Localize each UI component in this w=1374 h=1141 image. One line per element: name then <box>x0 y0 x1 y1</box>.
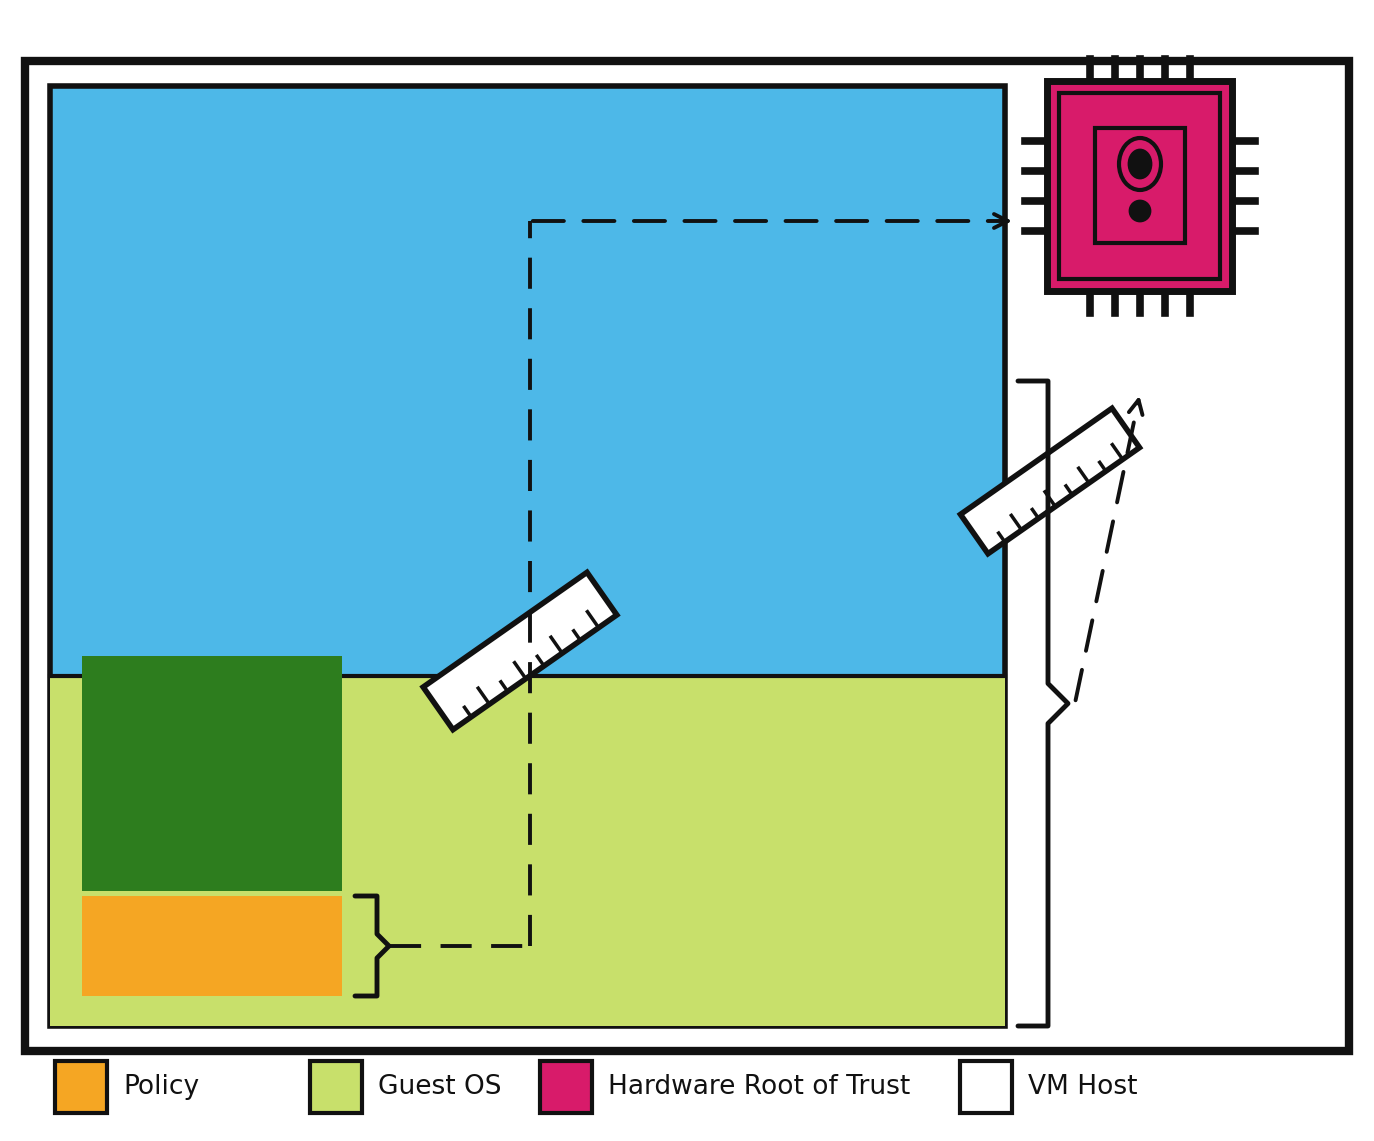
Text: Policy: Policy <box>124 1074 199 1100</box>
Circle shape <box>1129 201 1150 221</box>
Bar <box>540 1061 592 1112</box>
Ellipse shape <box>1129 149 1151 178</box>
Text: Guest OS: Guest OS <box>378 1074 502 1100</box>
Bar <box>311 1061 361 1112</box>
Bar <box>55 1061 107 1112</box>
Bar <box>82 896 342 996</box>
Bar <box>49 86 1004 1026</box>
Bar <box>25 60 1349 1051</box>
Text: VM Host: VM Host <box>1028 1074 1138 1100</box>
Bar <box>82 656 342 891</box>
Ellipse shape <box>1118 138 1161 191</box>
Bar <box>1095 129 1184 243</box>
Polygon shape <box>960 408 1139 553</box>
Bar <box>1047 81 1232 291</box>
Text: Hardware Root of Trust: Hardware Root of Trust <box>609 1074 910 1100</box>
Bar <box>49 675 1004 1026</box>
Bar <box>1059 94 1220 280</box>
Polygon shape <box>423 573 617 729</box>
Bar <box>960 1061 1013 1112</box>
